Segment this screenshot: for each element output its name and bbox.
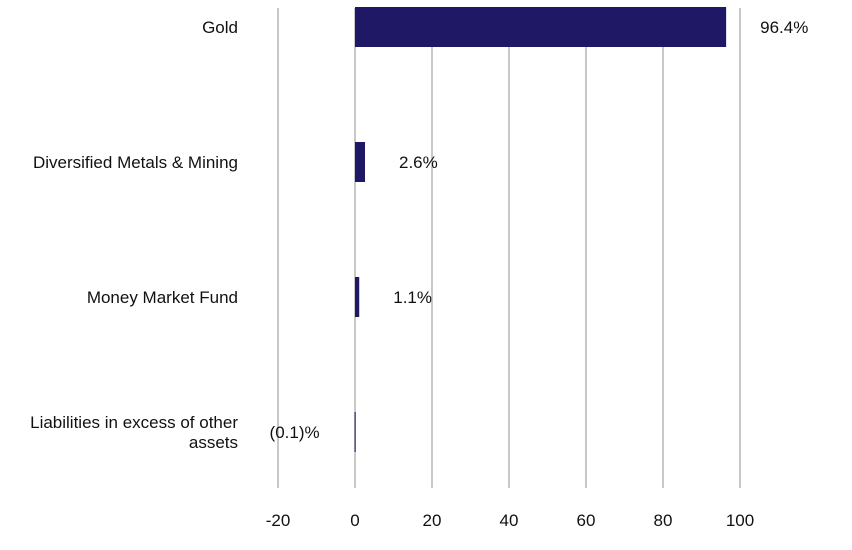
bars [354,7,727,452]
x-tick-label: 40 [500,511,519,530]
x-tick-label: 0 [350,511,359,530]
value-label: 1.1% [393,288,432,307]
x-tick-label: -20 [266,511,291,530]
bar [355,142,366,182]
x-tick-label: 80 [654,511,673,530]
value-label: 2.6% [399,153,438,172]
category-label: Gold [202,18,238,37]
bar [354,412,356,452]
value-labels: 96.4% 2.6% 1.1% (0.1)% [270,18,809,442]
x-tick-label: 20 [423,511,442,530]
gridlines [277,8,741,488]
category-label: assets [189,433,238,452]
x-tick-label: 60 [577,511,596,530]
value-label: 96.4% [760,18,808,37]
value-label: (0.1)% [270,423,320,442]
bar [355,277,360,317]
category-label: Money Market Fund [87,288,238,307]
x-axis-ticks: -20 0 20 40 60 80 100 [266,511,754,530]
category-labels: Gold Diversified Metals & Mining Money Mar… [30,18,238,452]
x-tick-label: 100 [726,511,754,530]
bar [355,7,727,47]
category-label: Diversified Metals & Mining [33,153,238,172]
category-label: Liabilities in excess of other [30,413,238,432]
